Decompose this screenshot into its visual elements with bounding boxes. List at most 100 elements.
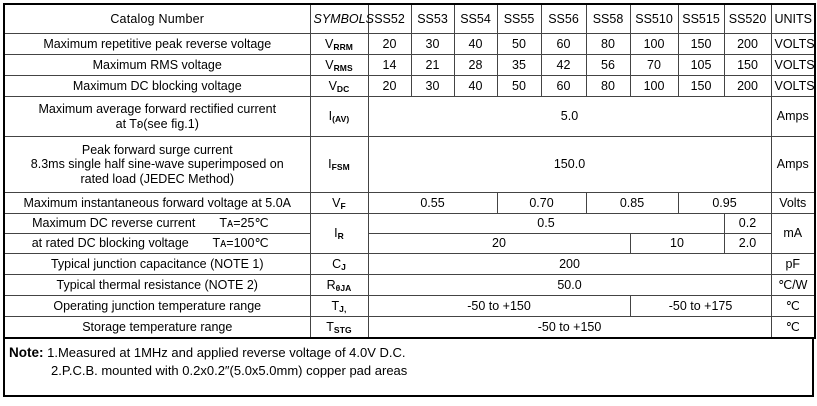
cell-value: 40 bbox=[453, 75, 498, 97]
row-condition-ta-100: Tᴀ=100℃ bbox=[212, 236, 269, 251]
row-symbol: IR bbox=[309, 213, 369, 254]
datasheet-spec-sheet: Catalog Number SYMBOLS SS52 SS53 SS54 SS… bbox=[0, 3, 817, 406]
header-part-ss515: SS515 bbox=[677, 3, 725, 34]
row-unit: ℃ bbox=[770, 316, 816, 338]
cell-value: 14 bbox=[367, 54, 412, 76]
row-unit: ℃/W bbox=[770, 274, 816, 296]
header-part-ss56: SS56 bbox=[540, 3, 587, 34]
row-description: Maximum repetitive peak reverse voltage bbox=[3, 33, 311, 55]
header-part-ss52: SS52 bbox=[367, 3, 412, 34]
cell-value: 28 bbox=[453, 54, 498, 76]
row-description: at rated DC blocking voltage Tᴀ=100℃ bbox=[3, 233, 311, 254]
row-description-line2: at rated DC blocking voltage bbox=[31, 236, 189, 251]
header-part-ss520: SS520 bbox=[723, 3, 772, 34]
row-symbol: RθJA bbox=[309, 274, 369, 296]
cell-value-merged: -50 to +150 bbox=[367, 316, 772, 338]
cell-value: 35 bbox=[496, 54, 542, 76]
row-description: Operating junction temperature range bbox=[3, 295, 311, 317]
cell-value: 150 bbox=[677, 75, 725, 97]
cell-value-group: -50 to +175 bbox=[629, 295, 772, 317]
cell-value: 50 bbox=[496, 75, 542, 97]
row-symbol: CJ bbox=[309, 253, 369, 275]
cell-value: 56 bbox=[585, 54, 631, 76]
row-unit: VOLTS bbox=[770, 33, 816, 55]
cell-value: 21 bbox=[410, 54, 455, 76]
row-description: Storage temperature range bbox=[3, 316, 311, 338]
cell-value: 200 bbox=[723, 75, 772, 97]
note-text-2: 2.P.C.B. mounted with 0.2x0.2″(5.0x5.0mm… bbox=[51, 362, 408, 378]
table-row-ifsm: Peak forward surge current 8.3ms single … bbox=[3, 136, 816, 193]
table-row-iav: Maximum average forward rectified curren… bbox=[3, 96, 816, 137]
row-description: Maximum DC blocking voltage bbox=[3, 75, 311, 97]
row-description: Maximum instantaneous forward voltage at… bbox=[3, 192, 311, 214]
row-description: Peak forward surge current 8.3ms single … bbox=[3, 136, 311, 193]
table-row-tj: Operating junction temperature range TJ,… bbox=[3, 295, 816, 317]
row-description: Typical junction capacitance (NOTE 1) bbox=[3, 253, 311, 275]
row-unit: Volts bbox=[770, 192, 816, 214]
row-symbol: VRRM bbox=[309, 33, 369, 55]
cell-value: 30 bbox=[410, 33, 455, 55]
cell-value: 30 bbox=[410, 75, 455, 97]
cell-value: 150 bbox=[723, 54, 772, 76]
cell-value: 150 bbox=[677, 33, 725, 55]
cell-value-merged: 50.0 bbox=[367, 274, 772, 296]
table-row-vrms: Maximum RMS voltage VRMS 14 21 28 35 42 … bbox=[3, 54, 816, 76]
cell-value-group: 0.2 bbox=[723, 213, 772, 234]
table-row-vrrm: Maximum repetitive peak reverse voltage … bbox=[3, 33, 816, 55]
cell-value-group: 20 bbox=[367, 233, 631, 254]
row-description: Maximum RMS voltage bbox=[3, 54, 311, 76]
notes-block: Note: 1.Measured at 1MHz and applied rev… bbox=[3, 338, 814, 397]
cell-value: 20 bbox=[367, 75, 412, 97]
cell-value-merged: 5.0 bbox=[367, 96, 772, 137]
row-description-line1: Peak forward surge current bbox=[81, 142, 233, 157]
cell-value: 80 bbox=[585, 33, 631, 55]
row-description: Maximum average forward rectified curren… bbox=[3, 96, 311, 137]
header-units: UNITS bbox=[770, 3, 816, 34]
row-unit: VOLTS bbox=[770, 54, 816, 76]
row-unit: pF bbox=[770, 253, 816, 275]
row-description-line1: Maximum DC reverse current bbox=[32, 216, 196, 231]
row-symbol: TSTG bbox=[309, 316, 369, 338]
cell-value-group: 0.5 bbox=[367, 213, 725, 234]
table-row-ir-25c: Maximum DC reverse current Tᴀ=25℃ IR 0.5… bbox=[3, 213, 816, 254]
header-part-ss510: SS510 bbox=[629, 3, 679, 34]
cell-value-group: 0.70 bbox=[496, 192, 587, 214]
header-part-ss54: SS54 bbox=[453, 3, 498, 34]
table-row-tstg: Storage temperature range TSTG -50 to +1… bbox=[3, 316, 816, 338]
notes-label: Note: bbox=[9, 344, 44, 360]
table-row-cj: Typical junction capacitance (NOTE 1) CJ… bbox=[3, 253, 816, 275]
header-catalog-number: Catalog Number bbox=[3, 3, 311, 34]
header-part-ss58: SS58 bbox=[585, 3, 631, 34]
note-text-1: 1.Measured at 1MHz and applied reverse v… bbox=[47, 344, 406, 360]
row-description-line2: at Tʚ(see fig.1) bbox=[115, 116, 199, 131]
row-symbol: VRMS bbox=[309, 54, 369, 76]
table-row-ir-100c: at rated DC blocking voltage Tᴀ=100℃ 20 … bbox=[3, 233, 815, 254]
cell-value: 42 bbox=[540, 54, 587, 76]
header-part-ss55: SS55 bbox=[496, 3, 542, 34]
row-description: Maximum DC reverse current Tᴀ=25℃ bbox=[3, 213, 311, 234]
cell-value: 105 bbox=[677, 54, 725, 76]
row-description: Typical thermal resistance (NOTE 2) bbox=[3, 274, 311, 296]
cell-value-merged: 200 bbox=[367, 253, 772, 275]
cell-value-group: 0.95 bbox=[677, 192, 772, 214]
cell-value-group: -50 to +150 bbox=[367, 295, 631, 317]
electrical-characteristics-table: Catalog Number SYMBOLS SS52 SS53 SS54 SS… bbox=[3, 3, 816, 339]
cell-value-merged: 150.0 bbox=[367, 136, 772, 193]
row-unit: Amps bbox=[770, 136, 816, 193]
note-line-1: Note: 1.Measured at 1MHz and applied rev… bbox=[9, 344, 812, 362]
row-symbol: VDC bbox=[309, 75, 369, 97]
cell-value: 40 bbox=[453, 33, 498, 55]
row-description-line2: 8.3ms single half sine-wave superimposed… bbox=[30, 157, 284, 172]
row-unit: Amps bbox=[770, 96, 816, 137]
row-unit: mA bbox=[770, 213, 816, 254]
row-unit: VOLTS bbox=[770, 75, 816, 97]
table-row-vdc: Maximum DC blocking voltage VDC 20 30 40… bbox=[3, 75, 816, 97]
cell-value: 20 bbox=[367, 33, 412, 55]
cell-value: 80 bbox=[585, 75, 631, 97]
cell-value-group: 10 bbox=[629, 233, 725, 254]
row-symbol: TJ, bbox=[309, 295, 369, 317]
row-description-line1: Maximum average forward rectified curren… bbox=[38, 102, 277, 117]
cell-value-group: 0.85 bbox=[585, 192, 679, 214]
cell-value: 100 bbox=[629, 75, 679, 97]
cell-value: 60 bbox=[540, 75, 587, 97]
